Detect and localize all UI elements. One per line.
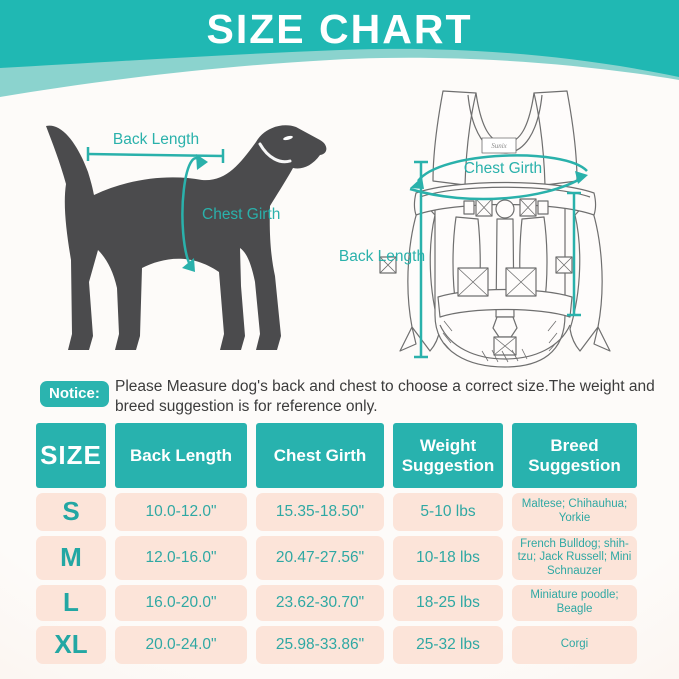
chest-girth-arrow-bottom xyxy=(182,258,195,272)
row-m-chest-girth: 20.47-27.56" xyxy=(256,536,384,580)
column-header-chest-girth: Chest Girth xyxy=(256,423,384,488)
dog-collar-detail xyxy=(258,142,292,164)
dog-chest-girth-label: Chest Girth xyxy=(202,206,280,223)
carrier-chest-girth-arc-top xyxy=(416,154,588,182)
carrier-measurement-diagram: Sunix Back Length Chest Girth xyxy=(340,90,611,368)
row-m-back-length: 12.0-16.0" xyxy=(115,536,247,580)
row-m-size: M xyxy=(36,536,106,580)
notice-text: Please Measure dog's back and chest to c… xyxy=(115,378,655,415)
row-s-breed: Maltese; Chihauhua; Yorkie xyxy=(512,493,637,531)
row-s-chest-girth: 15.35-18.50" xyxy=(256,493,384,531)
carrier-back-length-label: Back Length xyxy=(340,248,425,265)
dog-eye xyxy=(283,135,293,141)
row-xl-breed: Corgi xyxy=(512,626,637,664)
column-header-back-length: Back Length xyxy=(115,423,247,488)
row-xl-size: XL xyxy=(36,626,106,664)
column-header-weight-suggestion: Weight Suggestion xyxy=(393,423,503,488)
carrier-chest-girth-label: Chest Girth xyxy=(464,160,542,177)
row-m-weight: 10-18 lbs xyxy=(393,536,503,580)
back-length-line xyxy=(87,152,224,158)
carrier-brand-label: Sunix xyxy=(491,142,507,150)
banner-teal-shape xyxy=(0,0,679,77)
dog-back-length-label: Back Length xyxy=(113,131,199,148)
page-title: SIZE CHART xyxy=(206,6,473,52)
chest-girth-ellipse xyxy=(181,156,204,266)
row-xl-back-length: 20.0-24.0" xyxy=(115,626,247,664)
carrier-chest-girth-arrow-right xyxy=(575,171,588,184)
row-s-weight: 5-10 lbs xyxy=(393,493,503,531)
row-s-back-length: 10.0-12.0" xyxy=(115,493,247,531)
row-s-size: S xyxy=(36,493,106,531)
column-header-size: SIZE xyxy=(36,423,106,488)
dog-measurement-diagram: Back Length Chest Girth xyxy=(46,125,327,351)
column-header-breed-suggestion: Breed Suggestion xyxy=(512,423,637,488)
row-xl-weight: 25-32 lbs xyxy=(393,626,503,664)
row-l-breed: Miniature poodle; Beagle xyxy=(512,585,637,621)
carrier-chest-girth-arc-bottom xyxy=(409,177,581,201)
dog-silhouette xyxy=(46,125,327,351)
size-table: SIZE Back Length Chest Girth Weight Sugg… xyxy=(36,423,637,664)
chest-girth-arrow-top xyxy=(196,154,208,170)
header-banner xyxy=(0,0,679,97)
carrier-chest-girth-arrow-left xyxy=(410,177,424,189)
carrier-line-drawing xyxy=(379,90,611,368)
row-l-back-length: 16.0-20.0" xyxy=(115,585,247,621)
row-xl-chest-girth: 25.98-33.86" xyxy=(256,626,384,664)
notice-badge: Notice: xyxy=(40,381,109,407)
row-l-weight: 18-25 lbs xyxy=(393,585,503,621)
row-l-size: L xyxy=(36,585,106,621)
row-m-breed: French Bulldog; shih-tzu; Jack Russell; … xyxy=(512,536,637,580)
row-l-chest-girth: 23.62-30.70" xyxy=(256,585,384,621)
